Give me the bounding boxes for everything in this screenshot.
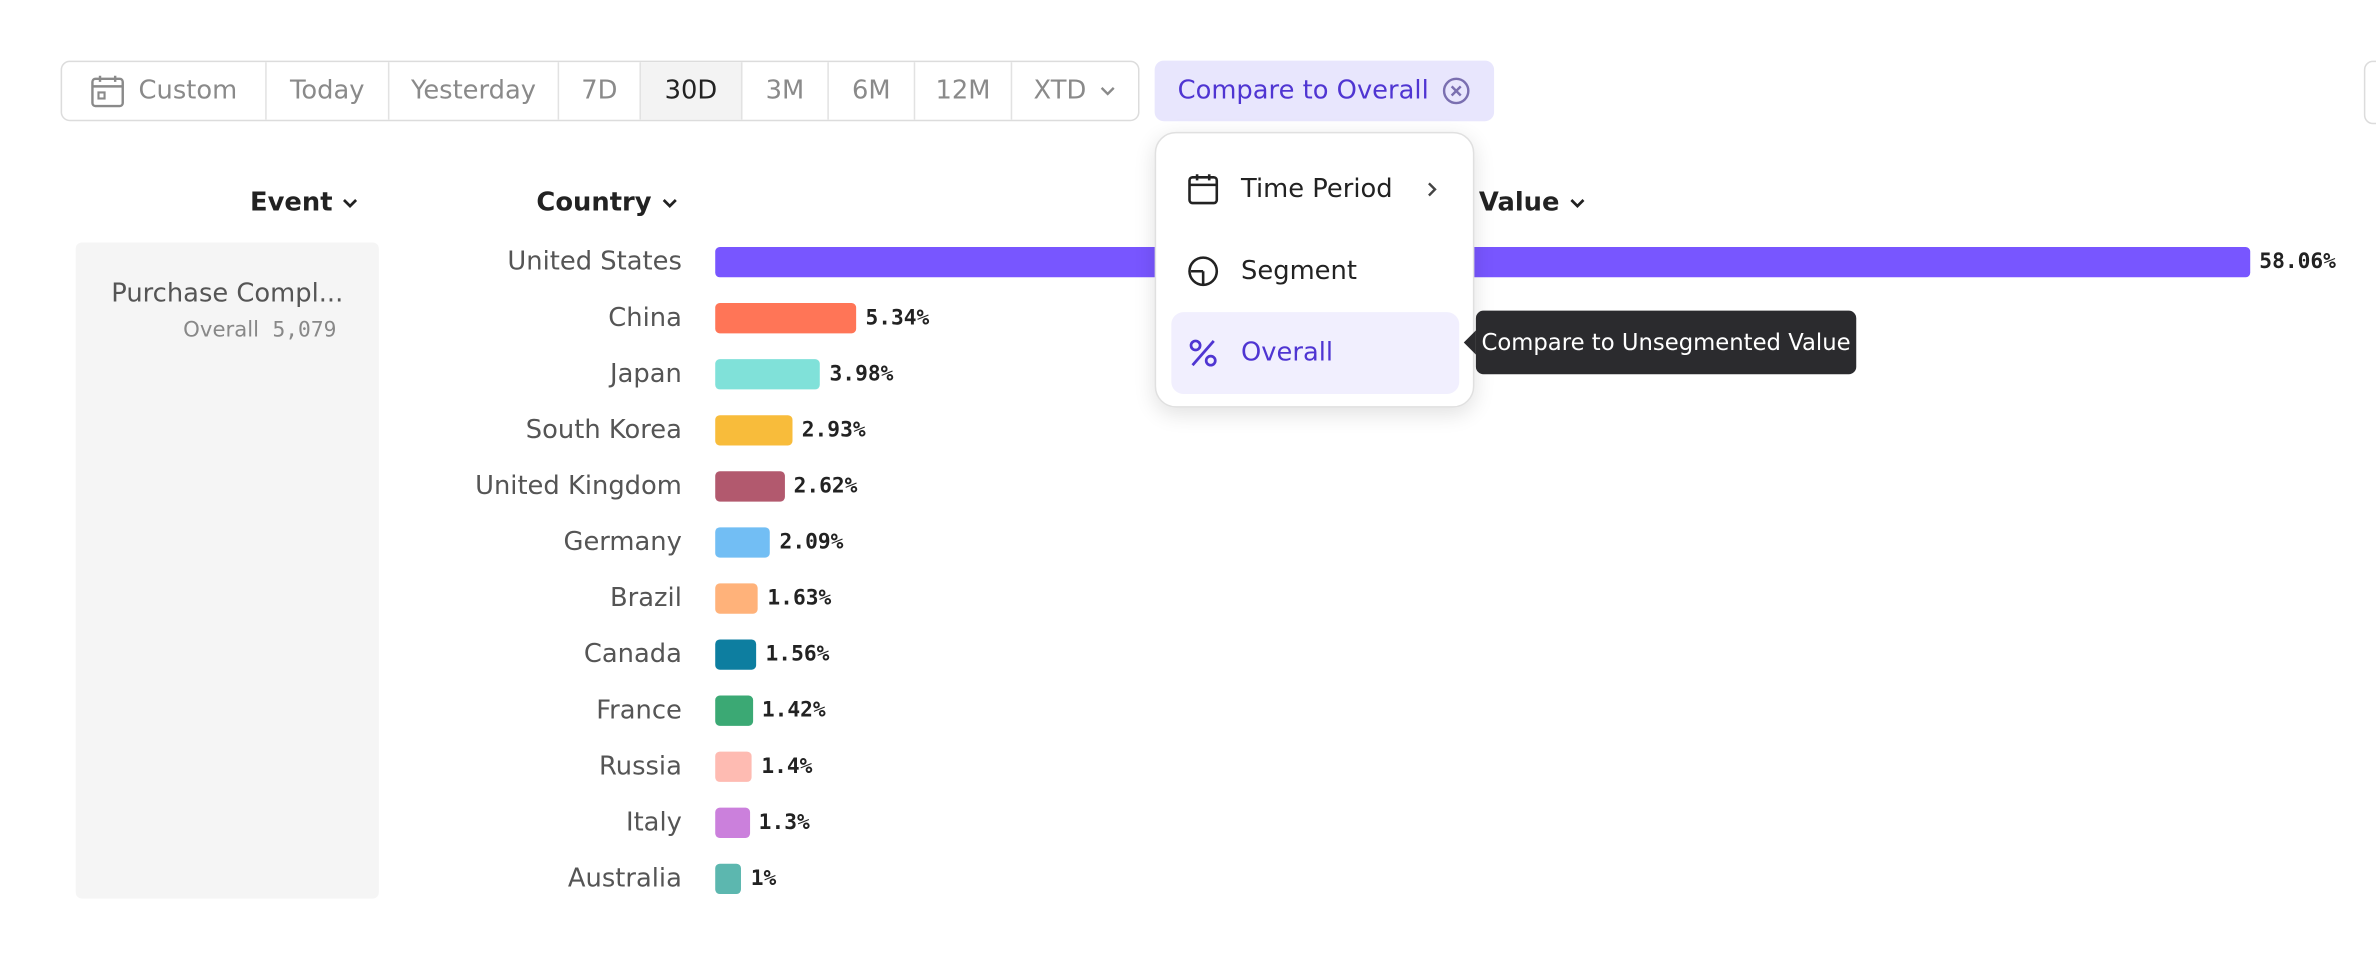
event-count: 5,079 xyxy=(272,318,337,343)
event-summary: Overall 5,079 xyxy=(183,318,336,342)
value-label: 58.06% xyxy=(2259,250,2336,275)
compare-button[interactable]: Compare to Overall xyxy=(1154,60,1495,122)
value-label: 1.3% xyxy=(758,810,810,835)
category-label: Japan xyxy=(610,359,682,390)
column-header[interactable]: Value xyxy=(1479,188,1587,218)
date-range-button[interactable]: Custom xyxy=(62,62,265,120)
menu-item-label: Overall xyxy=(1241,337,1334,369)
bar[interactable] xyxy=(715,471,785,502)
category-label: Brazil xyxy=(609,583,682,614)
category-label: France xyxy=(596,695,682,726)
menu-item-label: Time Period xyxy=(1241,174,1393,205)
column-title: Value xyxy=(1478,187,1560,219)
date-range-button[interactable]: XTD xyxy=(1010,62,1138,120)
date-range-label: Today xyxy=(290,75,365,107)
category-label: China xyxy=(608,303,682,334)
date-range-button[interactable]: 6M xyxy=(827,62,913,120)
menu-item[interactable]: Segment xyxy=(1171,230,1459,312)
column-header[interactable]: Event xyxy=(250,188,360,218)
date-range-button[interactable]: Yesterday xyxy=(387,62,558,120)
bar[interactable] xyxy=(715,359,821,390)
bar[interactable] xyxy=(715,639,757,670)
tooltip: Compare to Unsegmented Value xyxy=(1463,310,1857,375)
bar[interactable] xyxy=(715,751,753,782)
menu-item[interactable]: Overall xyxy=(1171,312,1460,394)
date-range-button[interactable]: Today xyxy=(265,62,388,120)
value-label: 2.09% xyxy=(779,530,844,555)
category-label: Russia xyxy=(599,751,682,782)
bar[interactable] xyxy=(715,807,750,838)
category-label: South Korea xyxy=(525,415,682,446)
bar[interactable] xyxy=(715,863,742,895)
date-range-label: Custom xyxy=(138,75,238,107)
date-range-label: 12M xyxy=(935,75,991,107)
bar[interactable] xyxy=(715,527,771,558)
value-label: 3.98% xyxy=(829,362,894,387)
event-name[interactable]: Purchase Compl... xyxy=(111,278,344,310)
value-label: 1.4% xyxy=(761,754,813,779)
compare-menu: Time Period Segment Overall xyxy=(1154,131,1475,408)
category-label: United States xyxy=(507,246,682,278)
clear-icon[interactable] xyxy=(1441,76,1471,106)
date-range-label: 3M xyxy=(765,75,805,107)
bar[interactable] xyxy=(715,415,793,446)
value-label: 1% xyxy=(750,866,777,891)
date-range-label: 6M xyxy=(851,75,891,107)
menu-item-label: Segment xyxy=(1241,256,1357,287)
date-range-label: 7D xyxy=(581,75,618,107)
bar[interactable] xyxy=(715,303,857,334)
value-label: 5.34% xyxy=(865,306,930,331)
value-label: 2.93% xyxy=(801,418,866,443)
date-range-button[interactable]: 12M xyxy=(913,62,1011,120)
column-title: Country xyxy=(536,187,652,219)
event-panel: Purchase Compl... Overall 5,079 xyxy=(75,242,379,899)
category-label: Canada xyxy=(583,639,682,670)
date-range-label: Yesterday xyxy=(411,75,537,107)
bar[interactable] xyxy=(715,695,753,726)
date-range-label: 30D xyxy=(664,75,718,107)
compare-label: Compare to Overall xyxy=(1177,75,1429,107)
bar[interactable] xyxy=(715,583,759,614)
menu-item[interactable]: Time Period xyxy=(1171,148,1459,230)
category-label: Australia xyxy=(567,863,682,895)
bar[interactable] xyxy=(715,246,2251,278)
category-label: United Kingdom xyxy=(475,471,682,502)
date-range-toolbar: Custom Today Yesterday 7D 30D 3M 6M 12M XTD xyxy=(60,60,1140,122)
column-title: Event xyxy=(250,187,333,219)
date-range-label: XTD xyxy=(1033,75,1087,107)
date-range-button[interactable]: 3M xyxy=(740,62,827,120)
value-label: 2.62% xyxy=(793,474,858,499)
date-range-button[interactable]: 7D xyxy=(557,62,640,120)
value-label: 1.63% xyxy=(767,586,832,611)
event-label: Overall xyxy=(183,318,260,343)
column-header[interactable]: Country xyxy=(536,188,678,218)
category-label: Italy xyxy=(625,807,682,838)
value-label: 1.56% xyxy=(765,642,830,667)
category-label: Germany xyxy=(563,527,682,558)
date-range-button[interactable]: 30D xyxy=(639,62,741,120)
value-label: 1.42% xyxy=(761,698,826,723)
cut-off-control[interactable] xyxy=(2363,60,2376,125)
